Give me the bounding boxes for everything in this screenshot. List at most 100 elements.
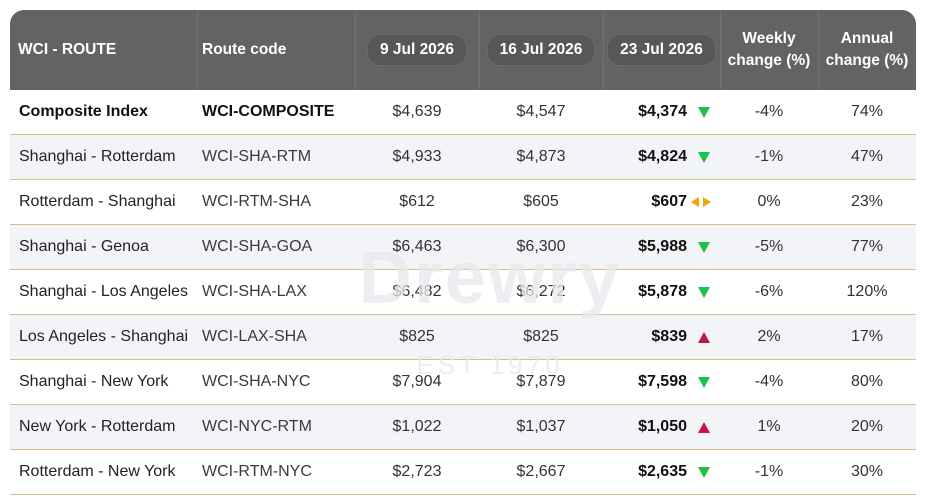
table-row: Rotterdam - New York WCI-RTM-NYC $2,723 $2,… xyxy=(10,450,916,495)
rate-date-1: $6,482 xyxy=(392,283,442,300)
route-name: Shanghai - Rotterdam xyxy=(19,148,176,165)
route-name: Shanghai - Los Angeles xyxy=(19,283,189,300)
rate-date-3: $2,635 xyxy=(638,463,687,480)
rate-date-3: $4,824 xyxy=(638,148,687,165)
date-pill: 9 Jul 2026 xyxy=(367,35,467,65)
table-row: Shanghai - Rotterdam WCI-SHA-RTM $4,933 $4,… xyxy=(10,135,916,180)
rate-date-2: $605 xyxy=(523,193,559,210)
rate-date-3: $4,374 xyxy=(638,103,687,120)
annual-change: 17% xyxy=(850,328,884,345)
route-code: WCI-SHA-NYC xyxy=(202,373,311,390)
header-divider xyxy=(355,10,356,90)
weekly-change: 1% xyxy=(757,418,781,435)
header-weekly-line2: change (%) xyxy=(727,52,811,69)
trend-down-icon xyxy=(698,225,710,269)
table-row: Rotterdam - Shanghai WCI-RTM-SHA $612 $605 $… xyxy=(10,180,916,225)
header-route: WCI - ROUTE xyxy=(18,41,117,58)
trend-down-icon xyxy=(698,270,710,314)
rate-date-2: $4,873 xyxy=(516,148,566,165)
route-code: WCI-LAX-SHA xyxy=(202,328,307,345)
rate-date-3: $839 xyxy=(651,328,687,345)
route-code: WCI-SHA-LAX xyxy=(202,283,307,300)
route-name: Shanghai - New York xyxy=(19,373,169,390)
header-divider xyxy=(603,10,604,90)
table-row: Composite Index WCI-COMPOSITE $4,639 $4,547… xyxy=(10,90,916,135)
rate-date-2: $6,300 xyxy=(516,238,566,255)
header-annual-line1: Annual xyxy=(840,30,894,47)
header-divider xyxy=(818,10,819,90)
rate-date-2: $7,879 xyxy=(516,373,566,390)
route-code: WCI-RTM-SHA xyxy=(202,193,312,210)
weekly-change: -4% xyxy=(754,373,784,390)
rate-date-1: $4,639 xyxy=(392,103,442,120)
header-route-code: Route code xyxy=(202,41,287,58)
trend-up-icon xyxy=(698,315,710,359)
rate-date-1: $1,022 xyxy=(392,418,442,435)
annual-change: 20% xyxy=(850,418,884,435)
annual-change: 120% xyxy=(846,283,888,300)
route-code: WCI-RTM-NYC xyxy=(202,463,312,480)
annual-change: 80% xyxy=(850,373,884,390)
weekly-change: 2% xyxy=(757,328,781,345)
weekly-change: -4% xyxy=(754,103,784,120)
route-name: Shanghai - Genoa xyxy=(19,238,149,255)
rate-date-1: $825 xyxy=(399,328,435,345)
annual-change: 23% xyxy=(850,193,884,210)
trend-flat-icon xyxy=(691,180,711,224)
weekly-change: -1% xyxy=(754,463,784,480)
route-name: Rotterdam - Shanghai xyxy=(19,193,176,210)
table-row: Los Angeles - Shanghai WCI-LAX-SHA $825 $82… xyxy=(10,315,916,360)
annual-change: 30% xyxy=(850,463,884,480)
annual-change: 77% xyxy=(850,238,884,255)
rate-date-1: $612 xyxy=(399,193,435,210)
route-name: Rotterdam - New York xyxy=(19,463,176,480)
wci-table: WCI - ROUTE Route code 9 Jul 2026 16 Jul… xyxy=(10,10,916,504)
table-row: Shanghai - Genoa WCI-SHA-GOA $6,463 $6,300 $… xyxy=(10,225,916,270)
header-divider xyxy=(720,10,721,90)
header-date-3: 23 Jul 2026 xyxy=(603,10,720,90)
trend-up-icon xyxy=(698,405,710,449)
rate-date-3: $607 xyxy=(651,193,687,210)
header-weekly-change: Weekly change (%) xyxy=(720,10,818,90)
header-weekly-line1: Weekly xyxy=(742,30,796,47)
route-name: Los Angeles - Shanghai xyxy=(19,328,189,345)
date-pill: 16 Jul 2026 xyxy=(487,35,595,65)
trend-down-icon xyxy=(698,135,710,179)
weekly-change: 0% xyxy=(757,193,781,210)
rate-date-2: $4,547 xyxy=(516,103,566,120)
table-header: WCI - ROUTE Route code 9 Jul 2026 16 Jul… xyxy=(10,10,916,90)
header-divider xyxy=(197,10,198,90)
rate-date-3: $5,988 xyxy=(638,238,687,255)
rate-date-1: $2,723 xyxy=(392,463,442,480)
rate-date-2: $6,272 xyxy=(516,283,566,300)
table-row: Shanghai - Los Angeles WCI-SHA-LAX $6,482 $… xyxy=(10,270,916,315)
header-annual-line2: change (%) xyxy=(825,52,909,69)
rate-date-2: $1,037 xyxy=(516,418,566,435)
rate-date-1: $4,933 xyxy=(392,148,442,165)
trend-down-icon xyxy=(698,90,710,134)
rate-date-2: $2,667 xyxy=(516,463,566,480)
annual-change: 74% xyxy=(850,103,884,120)
header-date-2: 16 Jul 2026 xyxy=(479,10,603,90)
header-divider xyxy=(479,10,480,90)
route-code: WCI-COMPOSITE xyxy=(202,103,335,120)
trend-down-icon xyxy=(698,450,710,494)
weekly-change: -6% xyxy=(754,283,784,300)
header-date-1: 9 Jul 2026 xyxy=(355,10,479,90)
trend-down-icon xyxy=(698,360,710,404)
weekly-change: -1% xyxy=(754,148,784,165)
weekly-change: -5% xyxy=(754,238,784,255)
route-name: New York - Rotterdam xyxy=(19,418,176,435)
route-code: WCI-NYC-RTM xyxy=(202,418,312,435)
rate-date-2: $825 xyxy=(523,328,559,345)
table-row: Shanghai - New York WCI-SHA-NYC $7,904 $7,8… xyxy=(10,360,916,405)
rate-date-1: $6,463 xyxy=(392,238,442,255)
table-row: New York - Rotterdam WCI-NYC-RTM $1,022 $1,… xyxy=(10,405,916,450)
rate-date-3: $5,878 xyxy=(638,283,687,300)
route-code: WCI-SHA-GOA xyxy=(202,238,313,255)
annual-change: 47% xyxy=(850,148,884,165)
rate-date-3: $7,598 xyxy=(638,373,687,390)
date-pill: 23 Jul 2026 xyxy=(608,35,715,65)
header-annual-change: Annual change (%) xyxy=(818,10,916,90)
rate-date-1: $7,904 xyxy=(392,373,442,390)
